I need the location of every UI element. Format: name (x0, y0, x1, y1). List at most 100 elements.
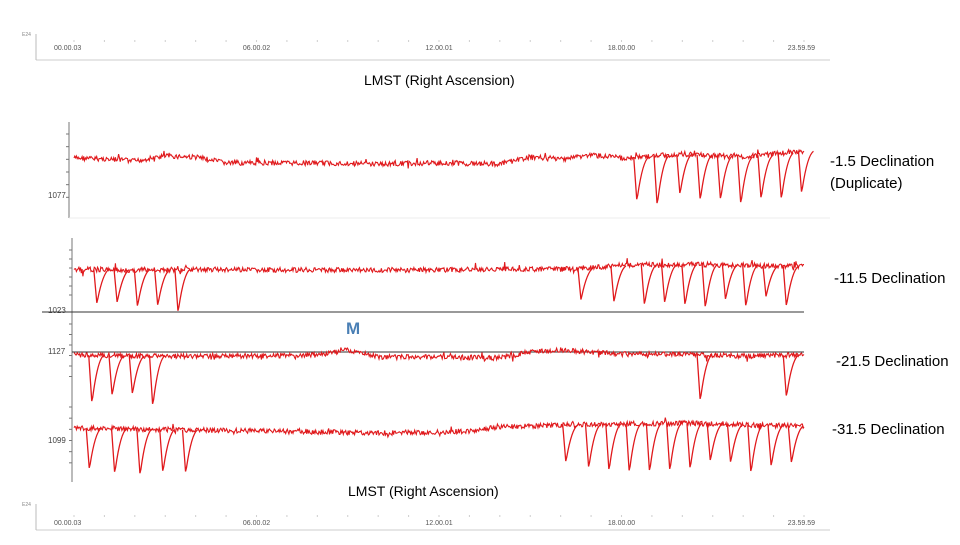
bottom-minor-tick (438, 515, 440, 517)
series-2-dip-mark (701, 264, 718, 307)
bottom-minor-tick (742, 515, 744, 517)
bottom-minor-tick (712, 515, 714, 517)
top-minor-tick (651, 40, 653, 42)
top-minor-tick (195, 40, 197, 42)
series-trace-3 (73, 346, 805, 363)
top-minor-tick (347, 40, 349, 42)
top-time-tick-label: 12.00.01 (425, 45, 452, 52)
series-4-dip-mark (686, 422, 703, 468)
series-2-dip-mark (93, 268, 110, 303)
series-2-dip-mark (174, 268, 191, 311)
series-4-dip-mark (110, 428, 128, 472)
series-2-dip-mark (577, 267, 594, 300)
bottom-time-tick-label: 12.00.01 (425, 520, 452, 527)
bottom-minor-tick (255, 515, 258, 517)
series-1-dip-mark (653, 155, 670, 204)
series-4-dip-mark (726, 424, 743, 462)
series-4-dip-mark (787, 425, 804, 463)
marker-m-label: M (346, 319, 361, 338)
bottom-minor-tick (73, 515, 75, 517)
bottom-minor-tick (407, 515, 410, 517)
top-minor-tick (73, 40, 75, 42)
series-1-dip-mark (797, 150, 814, 192)
series-4-dip-mark (666, 422, 683, 469)
series-4-dip-mark (85, 427, 102, 469)
bottom-minor-tick (681, 515, 683, 517)
series-4-dip-mark (645, 423, 662, 471)
series-4-dip-mark (625, 423, 642, 471)
top-minor-tick (620, 40, 623, 42)
top-minor-tick (316, 40, 318, 42)
series-3-dip-mark (128, 355, 145, 394)
series-2-dip-mark (660, 264, 678, 302)
top-minor-tick (438, 40, 440, 42)
bottom-minor-tick (103, 515, 106, 517)
series-4-dip-mark (159, 428, 176, 471)
bottom-minor-tick (225, 515, 227, 517)
top-minor-tick (225, 40, 227, 42)
series-3-dip-mark (696, 354, 713, 399)
series-label-dec-1-5: -1.5 Declination (Duplicate) (830, 151, 935, 195)
series-3-dip-mark (148, 355, 166, 404)
top-minor-tick (255, 40, 258, 42)
series-4-dip-mark (747, 424, 764, 472)
bottom-minor-tick (651, 515, 653, 517)
panel-2-y-tick-label: 1023 (48, 306, 66, 315)
bottom-minor-tick (560, 515, 562, 517)
top-minor-tick (103, 40, 106, 42)
series-2-dip-mark (742, 264, 759, 306)
bottom-axis-title: LMST (Right Ascension) (348, 483, 499, 499)
bottom-minor-tick (134, 515, 136, 517)
top-axis-title: LMST (Right Ascension) (364, 72, 515, 88)
series-label-line-1: -1.5 Declination (830, 153, 935, 170)
series-label-dec-21-5: -21.5 Declination (836, 353, 949, 370)
bottom-minor-tick (620, 515, 623, 517)
bottom-minor-tick (772, 515, 775, 517)
series-4-dip-mark (181, 429, 198, 472)
series-2-dip-mark (782, 265, 799, 306)
panel-1-y-tick-label: 1077 (48, 191, 66, 200)
bottom-minor-tick (468, 515, 471, 517)
series-1-dip-mark (676, 153, 693, 194)
series-2-dip-mark (113, 269, 130, 303)
series-1-dip-mark (696, 154, 713, 199)
bottom-minor-tick (499, 515, 501, 517)
bottom-minor-tick (347, 515, 349, 517)
top-time-tick-label: 06.00.02 (243, 45, 270, 52)
series-2-dip-mark (681, 263, 698, 304)
bottom-axis-corner-label: E24 (22, 502, 31, 508)
series-4-dip-mark (767, 424, 784, 466)
bottom-minor-tick (286, 515, 288, 517)
top-minor-tick (529, 40, 531, 42)
top-minor-tick (560, 40, 562, 42)
series-2-dip-mark (721, 264, 738, 300)
top-minor-tick (164, 40, 166, 42)
top-minor-tick (377, 40, 379, 42)
top-minor-tick (742, 40, 744, 42)
series-2-dip-mark (762, 265, 779, 297)
series-label-line-2: (Duplicate) (830, 175, 903, 192)
series-4-dip-mark (562, 424, 579, 462)
top-minor-tick (286, 40, 288, 42)
panel-3-y-tick-label: 1127 (48, 347, 66, 356)
top-axis-corner-label: E24 (22, 32, 31, 38)
series-label-dec-11-5: -11.5 Declination (834, 270, 946, 287)
series-1-dip-mark (716, 155, 733, 199)
top-minor-tick (499, 40, 501, 42)
bottom-minor-tick (377, 515, 379, 517)
series-1-dip-mark (757, 154, 774, 198)
top-minor-tick (590, 40, 592, 42)
bottom-minor-tick (316, 515, 318, 517)
series-3-dip-mark (88, 354, 105, 402)
series-4-dip-mark (605, 423, 622, 470)
series-2-dip-mark (153, 269, 171, 305)
series-1-dip-mark (633, 156, 650, 200)
series-4-dip-mark (706, 423, 723, 461)
series-2-dip-mark (133, 269, 150, 306)
series-4-dip-mark (136, 428, 153, 474)
bottom-time-tick-label: 18.00.00 (608, 520, 635, 527)
bottom-time-tick-label: 00.00.03 (54, 520, 81, 527)
top-minor-tick (772, 40, 775, 42)
